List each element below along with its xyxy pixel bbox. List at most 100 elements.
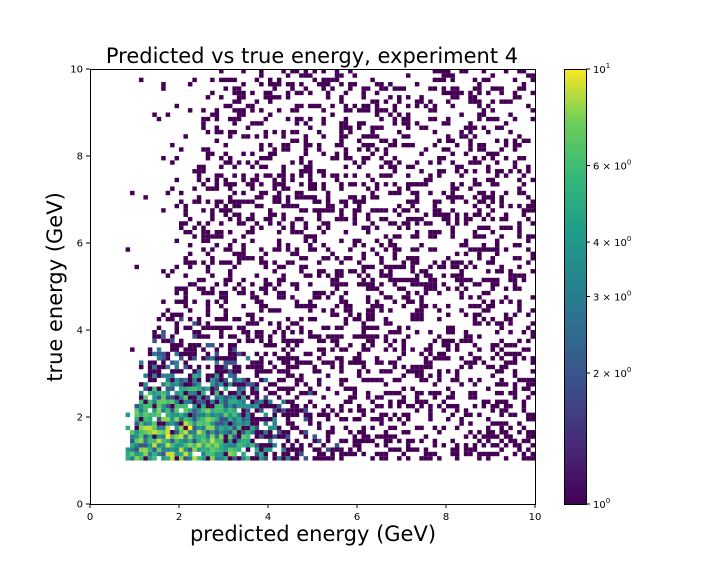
heatmap-cell (414, 425, 420, 431)
heatmap-cell (147, 360, 153, 365)
heatmap-cell (357, 351, 362, 357)
heatmap-cell (196, 343, 202, 348)
heatmap-cell (294, 343, 300, 348)
heatmap-cell (392, 412, 398, 418)
heatmap-cell (316, 208, 322, 213)
heatmap-cell (245, 395, 251, 400)
heatmap-cell (428, 403, 433, 409)
heatmap-cell (179, 430, 184, 435)
heatmap-cell (343, 116, 349, 122)
heatmap-cell (201, 238, 206, 244)
heatmap-cell (405, 199, 411, 204)
heatmap-cell (285, 325, 291, 331)
heatmap-cell (210, 377, 215, 383)
heatmap-cell (379, 208, 384, 213)
heatmap-cell (263, 451, 269, 457)
heatmap-cell (236, 417, 242, 422)
heatmap-cell (219, 208, 224, 213)
heatmap-cell (450, 199, 455, 204)
heatmap-cell (441, 90, 447, 96)
heatmap-cell (330, 251, 335, 257)
heatmap-cell (379, 164, 384, 170)
heatmap-cell (343, 290, 349, 296)
heatmap-cell (374, 182, 380, 187)
heatmap-cell (312, 195, 317, 200)
heatmap-cell (214, 299, 220, 304)
heatmap-cell (165, 438, 171, 444)
heatmap-cell (494, 125, 500, 130)
heatmap-cell (214, 203, 220, 209)
heatmap-cell (459, 338, 464, 344)
heatmap-cell (223, 86, 228, 91)
heatmap-cell (232, 203, 237, 209)
heatmap-cell (472, 316, 478, 322)
heatmap-cell (143, 195, 148, 200)
heatmap-cell (219, 260, 224, 265)
heatmap-cell (428, 160, 433, 165)
heatmap-cell (227, 247, 233, 252)
heatmap-cell (521, 82, 527, 87)
heatmap-cell (156, 451, 162, 457)
heatmap-cell (254, 408, 260, 413)
heatmap-cell (490, 286, 495, 291)
heatmap-cell (379, 125, 384, 130)
heatmap-cell (223, 451, 228, 457)
heatmap-cell (517, 443, 522, 448)
heatmap-cell (365, 390, 371, 396)
heatmap-cell (499, 364, 504, 370)
heatmap-cell (357, 138, 362, 143)
heatmap-cell (268, 443, 273, 448)
heatmap-cell (432, 277, 438, 283)
heatmap-cell (276, 199, 282, 204)
heatmap-cell (241, 108, 246, 113)
heatmap-cell (290, 260, 295, 265)
heatmap-cell (459, 290, 464, 296)
heatmap-cell (481, 308, 487, 313)
heatmap-cell (227, 451, 233, 457)
heatmap-cell (321, 208, 326, 213)
heatmap-cell (419, 364, 424, 370)
heatmap-cell (446, 386, 451, 391)
heatmap-cell (219, 129, 224, 135)
heatmap-cell (276, 264, 282, 270)
heatmap-cell (147, 434, 153, 439)
heatmap-cell (250, 443, 255, 448)
heatmap-cell (268, 216, 273, 222)
heatmap-cell (299, 360, 304, 365)
heatmap-cell (187, 412, 193, 418)
heatmap-cell (268, 321, 273, 326)
heatmap-cell (232, 351, 237, 357)
heatmap-cell (428, 234, 433, 239)
heatmap-cell (250, 321, 255, 326)
heatmap-cell (143, 438, 148, 444)
heatmap-cell (214, 186, 220, 191)
heatmap-cell (365, 225, 371, 230)
heatmap-cell (201, 403, 206, 409)
heatmap-cell (432, 199, 438, 204)
heatmap-cell (236, 290, 242, 296)
heatmap-cell (201, 229, 206, 235)
heatmap-cell (321, 456, 326, 461)
heatmap-cell (530, 321, 536, 326)
heatmap-cell (414, 282, 420, 287)
heatmap-cell (183, 351, 188, 357)
heatmap-cell (321, 173, 326, 178)
heatmap-cell (276, 190, 282, 196)
heatmap-cell (490, 99, 495, 104)
heatmap-cell (388, 112, 393, 117)
heatmap-cell (503, 364, 509, 370)
heatmap-cell (227, 243, 233, 248)
heatmap-cell (432, 77, 438, 83)
heatmap-cell (285, 95, 291, 100)
heatmap-cell (508, 438, 513, 444)
heatmap-cell (343, 316, 349, 322)
heatmap-cell (227, 403, 233, 409)
heatmap-cell (219, 395, 224, 400)
heatmap-cell (530, 390, 536, 396)
heatmap-cell (401, 451, 406, 457)
heatmap-cell (272, 199, 277, 204)
heatmap-cell (365, 142, 371, 148)
heatmap-cell (192, 434, 197, 439)
heatmap-cell (357, 208, 362, 213)
heatmap-cell (530, 443, 536, 448)
